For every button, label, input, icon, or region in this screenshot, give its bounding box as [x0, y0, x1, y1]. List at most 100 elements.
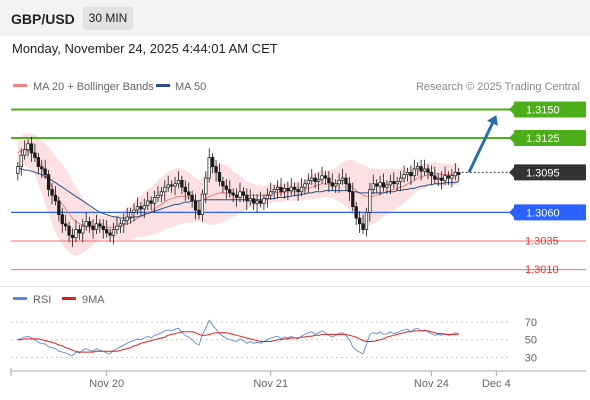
- candle: [241, 187, 246, 203]
- legend-swatch-ma20: [13, 84, 27, 87]
- candle-body: [183, 186, 187, 193]
- candle-body: [375, 183, 379, 187]
- candle: [139, 202, 143, 216]
- candle-body: [327, 177, 331, 183]
- candle: [426, 164, 430, 180]
- candle-body: [84, 221, 88, 227]
- candle: [132, 203, 136, 222]
- candle: [23, 140, 27, 160]
- candle-body: [409, 171, 413, 177]
- level-1-3010: 1.3010: [11, 264, 586, 276]
- candle-body: [190, 194, 194, 202]
- candle: [187, 182, 191, 200]
- candle: [197, 200, 201, 220]
- candle: [238, 182, 242, 203]
- resistance-tag: [514, 130, 586, 147]
- candle-body: [128, 212, 133, 218]
- candle-body: [344, 177, 348, 185]
- candle: [313, 173, 317, 189]
- candle: [457, 167, 461, 182]
- candle: [94, 214, 99, 235]
- x-tick-label: Nov 21: [253, 378, 288, 390]
- candle: [286, 181, 290, 200]
- x-tick-label: Dec 4: [482, 378, 511, 390]
- rsi-line: [17, 319, 459, 357]
- candle: [252, 194, 256, 211]
- bollinger-band: [17, 133, 459, 256]
- candle-body: [388, 181, 393, 186]
- candle: [183, 180, 187, 201]
- candle: [340, 168, 345, 185]
- candle: [258, 191, 263, 208]
- candle: [255, 194, 259, 213]
- header-bar: GBP/USD 30 MIN: [0, 0, 590, 36]
- candle-body: [416, 166, 420, 170]
- candle: [334, 179, 338, 193]
- candle-body: [166, 184, 170, 188]
- candle-body: [142, 205, 146, 210]
- candle-body: [241, 191, 246, 196]
- candle-body: [40, 166, 44, 170]
- candle-body: [125, 216, 129, 221]
- candle-body: [50, 189, 54, 196]
- candle-body: [70, 234, 75, 238]
- candle-body: [313, 177, 317, 182]
- candle: [193, 194, 198, 220]
- candle: [204, 171, 208, 204]
- resistance-tag-label: 1.3125: [526, 133, 560, 145]
- x-tick-label: Nov 24: [414, 378, 449, 390]
- support-label: 1.3035: [525, 235, 559, 247]
- candle: [347, 176, 352, 201]
- candle-body: [33, 152, 37, 158]
- candle: [310, 168, 314, 185]
- candle: [248, 189, 252, 206]
- candle-body: [405, 171, 410, 175]
- candle: [67, 221, 71, 243]
- candle-body: [364, 212, 369, 230]
- candle-body: [289, 186, 293, 191]
- copyright-label: Research © 2025 Trading Central: [416, 81, 580, 93]
- candle: [159, 187, 164, 203]
- candle: [378, 175, 382, 196]
- candle: [77, 224, 82, 240]
- legend-label-rsi-ma: 9MA: [82, 294, 105, 306]
- candle: [446, 171, 451, 185]
- candle-body: [105, 229, 109, 234]
- candle: [57, 196, 61, 222]
- price-legend: MA 20 + Bollinger Bands MA 50: [13, 81, 206, 93]
- candle: [402, 165, 406, 183]
- candle: [163, 180, 167, 201]
- candle: [101, 219, 105, 239]
- candle: [53, 186, 58, 206]
- candle-body: [57, 200, 61, 216]
- candle: [70, 228, 75, 247]
- timeframe-button[interactable]: 30 MIN: [83, 7, 133, 30]
- candle: [361, 214, 365, 235]
- candle: [303, 179, 307, 195]
- candle-body: [173, 183, 177, 187]
- candle: [207, 148, 211, 183]
- candle: [115, 216, 119, 235]
- level-1-3035: 1.3035: [11, 235, 586, 247]
- legend-swatch-rsi-ma: [62, 297, 76, 300]
- candle: [364, 207, 369, 237]
- pivot-tag-label: 1.3060: [526, 207, 560, 219]
- candle: [412, 159, 416, 181]
- candle: [211, 152, 215, 174]
- candle: [299, 178, 304, 197]
- candle-body: [211, 157, 215, 167]
- candle: [453, 163, 457, 181]
- candle: [409, 165, 413, 185]
- candle-body: [357, 217, 362, 225]
- candle-body: [108, 232, 112, 236]
- candle: [316, 172, 321, 191]
- candle-body: [422, 168, 427, 172]
- candle: [422, 159, 427, 176]
- candle-body: [371, 183, 375, 190]
- candle: [388, 174, 393, 195]
- candle: [337, 173, 341, 193]
- candle: [87, 216, 92, 233]
- candle: [371, 174, 375, 195]
- resistance-tag-pointer: [509, 133, 514, 144]
- candle: [306, 173, 310, 193]
